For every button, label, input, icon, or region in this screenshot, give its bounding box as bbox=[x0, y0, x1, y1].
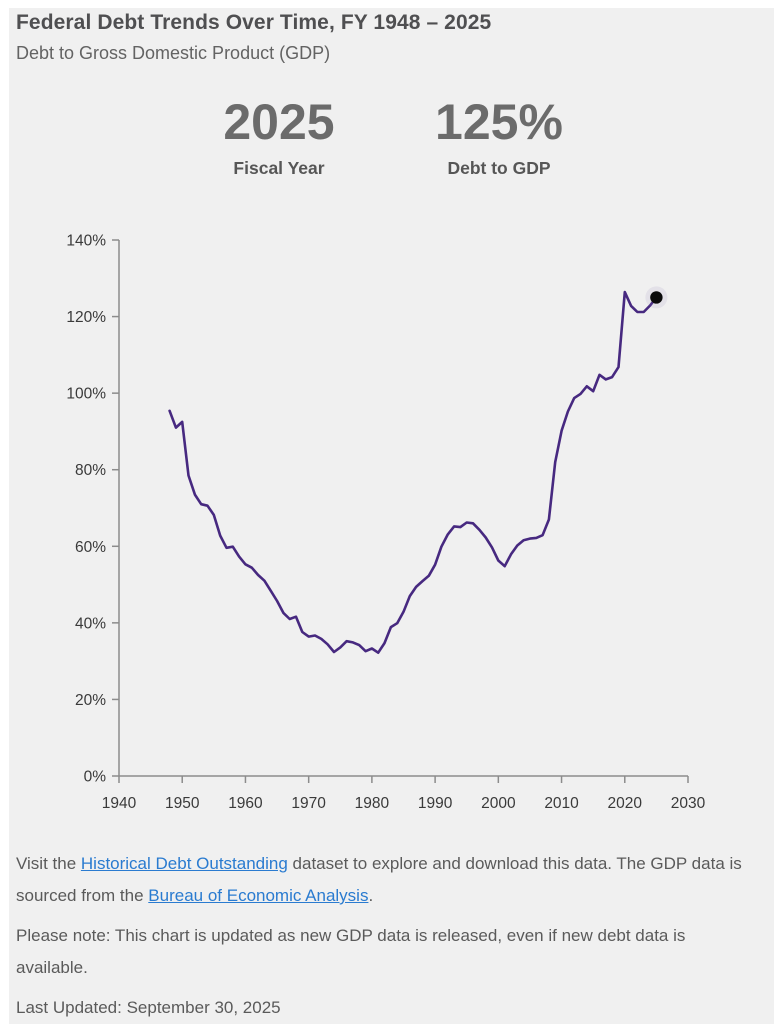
footer-note-datasets: Visit the Historical Debt Outstanding da… bbox=[16, 848, 752, 912]
stat-fiscal-year: 2025 Fiscal Year bbox=[159, 96, 399, 179]
fiscal-year-value: 2025 bbox=[223, 94, 335, 150]
x-axis-label: 2000 bbox=[481, 795, 516, 812]
x-axis-label: 1990 bbox=[418, 795, 453, 812]
page-title: Federal Debt Trends Over Time, FY 1948 –… bbox=[16, 11, 492, 34]
y-axis-label: 20% bbox=[75, 692, 106, 709]
x-axis-label: 2030 bbox=[671, 795, 706, 812]
y-axis-label: 80% bbox=[75, 462, 106, 479]
debt-to-gdp-value: 125% bbox=[435, 94, 563, 150]
y-axis-label: 0% bbox=[84, 769, 107, 786]
y-axis-label: 140% bbox=[66, 233, 106, 250]
footer-note-update-policy: Please note: This chart is updated as ne… bbox=[16, 926, 686, 977]
stat-debt-to-gdp: 125% Debt to GDP bbox=[379, 96, 619, 179]
footer-text: Visit the bbox=[16, 854, 81, 873]
debt-chart-svg[interactable]: 0% 20% 40% 60% 80% 100% 120% 140% 1940 1950 1960 19… bbox=[0, 220, 774, 820]
chart-panel-background bbox=[9, 8, 774, 1024]
x-axis-label: 1960 bbox=[228, 795, 263, 812]
historical-debt-outstanding-link[interactable]: Historical Debt Outstanding bbox=[80, 854, 288, 873]
debt-to-gdp-line bbox=[168, 290, 658, 655]
footer-text: dataset to explore and download this dat… bbox=[16, 854, 742, 905]
y-axis-label: 100% bbox=[66, 386, 106, 403]
x-axis-label: 1970 bbox=[291, 795, 326, 812]
y-axis-label: 40% bbox=[75, 615, 106, 632]
last-updated-text: Last Updated: September 30, 2025 bbox=[16, 998, 281, 1017]
x-axis-label: 2010 bbox=[544, 795, 579, 812]
fiscal-year-label: Fiscal Year bbox=[233, 158, 325, 178]
y-axis-label: 60% bbox=[75, 539, 106, 556]
latest-point-marker bbox=[650, 291, 663, 304]
bureau-of-economic-analysis-link[interactable]: Bureau of Economic Analysis bbox=[148, 886, 369, 905]
x-axis-label: 1980 bbox=[355, 795, 390, 812]
debt-to-gdp-label: Debt to GDP bbox=[447, 158, 551, 178]
debt-to-gdp-chart[interactable]: 0% 20% 40% 60% 80% 100% 120% 140% 1940 1950 1960 19… bbox=[0, 220, 774, 820]
x-axis-label: 2020 bbox=[608, 795, 643, 812]
x-axis-label: 1950 bbox=[165, 795, 200, 812]
x-axis-label: 1940 bbox=[102, 795, 137, 812]
page-subtitle: Debt to Gross Domestic Product (GDP) bbox=[16, 43, 331, 63]
axes-lines bbox=[118, 240, 688, 777]
y-axis-label: 120% bbox=[66, 309, 106, 326]
footer-text: . bbox=[368, 886, 374, 905]
